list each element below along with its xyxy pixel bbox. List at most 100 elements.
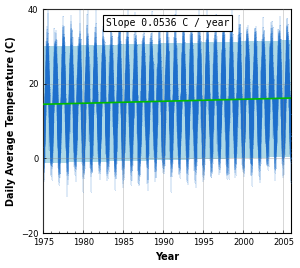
- Point: [107, 92, 112, 96]
- Point: [76, 58, 81, 63]
- Point: [276, 75, 281, 79]
- Point: [174, 65, 178, 69]
- Point: [73, 118, 77, 122]
- Point: [216, 123, 220, 127]
- Point: [102, 62, 107, 67]
- Point: [233, 157, 238, 161]
- Point: [128, 147, 133, 151]
- Point: [278, 66, 283, 70]
- Point: [90, 121, 95, 126]
- Point: [98, 160, 103, 165]
- Point: [110, 62, 114, 66]
- Point: [200, 136, 205, 140]
- Point: [103, 84, 108, 88]
- Point: [88, 161, 93, 166]
- Point: [159, 110, 164, 114]
- Point: [191, 72, 196, 76]
- Point: [172, 68, 176, 73]
- Point: [254, 44, 259, 49]
- Point: [271, 100, 275, 104]
- Point: [215, 79, 220, 83]
- Point: [206, 20, 210, 24]
- Point: [227, 85, 232, 90]
- Point: [228, 71, 233, 75]
- Point: [203, 86, 208, 91]
- Point: [256, 145, 261, 150]
- Point: [43, 93, 48, 98]
- Point: [190, 47, 195, 51]
- Point: [156, 85, 161, 90]
- Point: [110, 92, 114, 96]
- Point: [50, 129, 55, 133]
- Point: [143, 120, 148, 125]
- Point: [61, 55, 66, 59]
- Point: [282, 150, 286, 154]
- Point: [72, 126, 77, 131]
- Point: [57, 139, 62, 143]
- Point: [118, 57, 122, 61]
- Point: [63, 103, 68, 107]
- Point: [228, 97, 232, 101]
- Point: [172, 88, 177, 92]
- Point: [123, 123, 128, 127]
- Point: [63, 86, 68, 90]
- Point: [126, 86, 131, 91]
- Point: [266, 134, 271, 138]
- Point: [122, 148, 127, 152]
- Point: [140, 68, 145, 72]
- Point: [204, 68, 208, 72]
- Point: [124, 74, 129, 78]
- Point: [269, 62, 274, 66]
- Point: [234, 128, 239, 132]
- Point: [209, 175, 214, 179]
- Point: [254, 53, 258, 57]
- Point: [127, 104, 131, 109]
- Point: [198, 56, 203, 60]
- Point: [240, 163, 245, 167]
- Point: [61, 31, 66, 36]
- Point: [119, 77, 124, 82]
- Point: [167, 100, 172, 104]
- Point: [90, 118, 95, 123]
- Point: [187, 96, 192, 100]
- Point: [70, 73, 75, 77]
- Point: [92, 82, 97, 86]
- Point: [98, 150, 103, 154]
- Point: [64, 154, 69, 158]
- Point: [284, 60, 289, 64]
- Point: [172, 13, 177, 17]
- Point: [242, 139, 247, 143]
- Point: [192, 149, 197, 153]
- Point: [51, 99, 56, 103]
- Point: [160, 140, 165, 144]
- Point: [52, 73, 57, 77]
- Point: [43, 113, 47, 117]
- Point: [113, 170, 118, 174]
- Point: [75, 66, 80, 71]
- Point: [259, 95, 263, 99]
- Point: [185, 179, 190, 184]
- Point: [219, 122, 224, 126]
- Point: [131, 48, 136, 52]
- Point: [113, 172, 118, 177]
- Point: [133, 41, 138, 45]
- Point: [204, 70, 209, 75]
- Point: [268, 59, 272, 64]
- Point: [100, 75, 105, 79]
- Point: [192, 141, 197, 145]
- Point: [229, 35, 234, 39]
- Point: [194, 128, 199, 132]
- Point: [59, 99, 64, 103]
- Point: [173, 42, 178, 47]
- Point: [74, 153, 78, 158]
- Point: [248, 126, 253, 131]
- Point: [246, 84, 251, 88]
- Point: [254, 76, 259, 80]
- Point: [74, 151, 78, 155]
- Point: [80, 151, 85, 156]
- Point: [103, 103, 108, 107]
- Point: [148, 52, 153, 56]
- Point: [110, 42, 115, 47]
- Point: [46, 51, 50, 56]
- Point: [112, 131, 116, 135]
